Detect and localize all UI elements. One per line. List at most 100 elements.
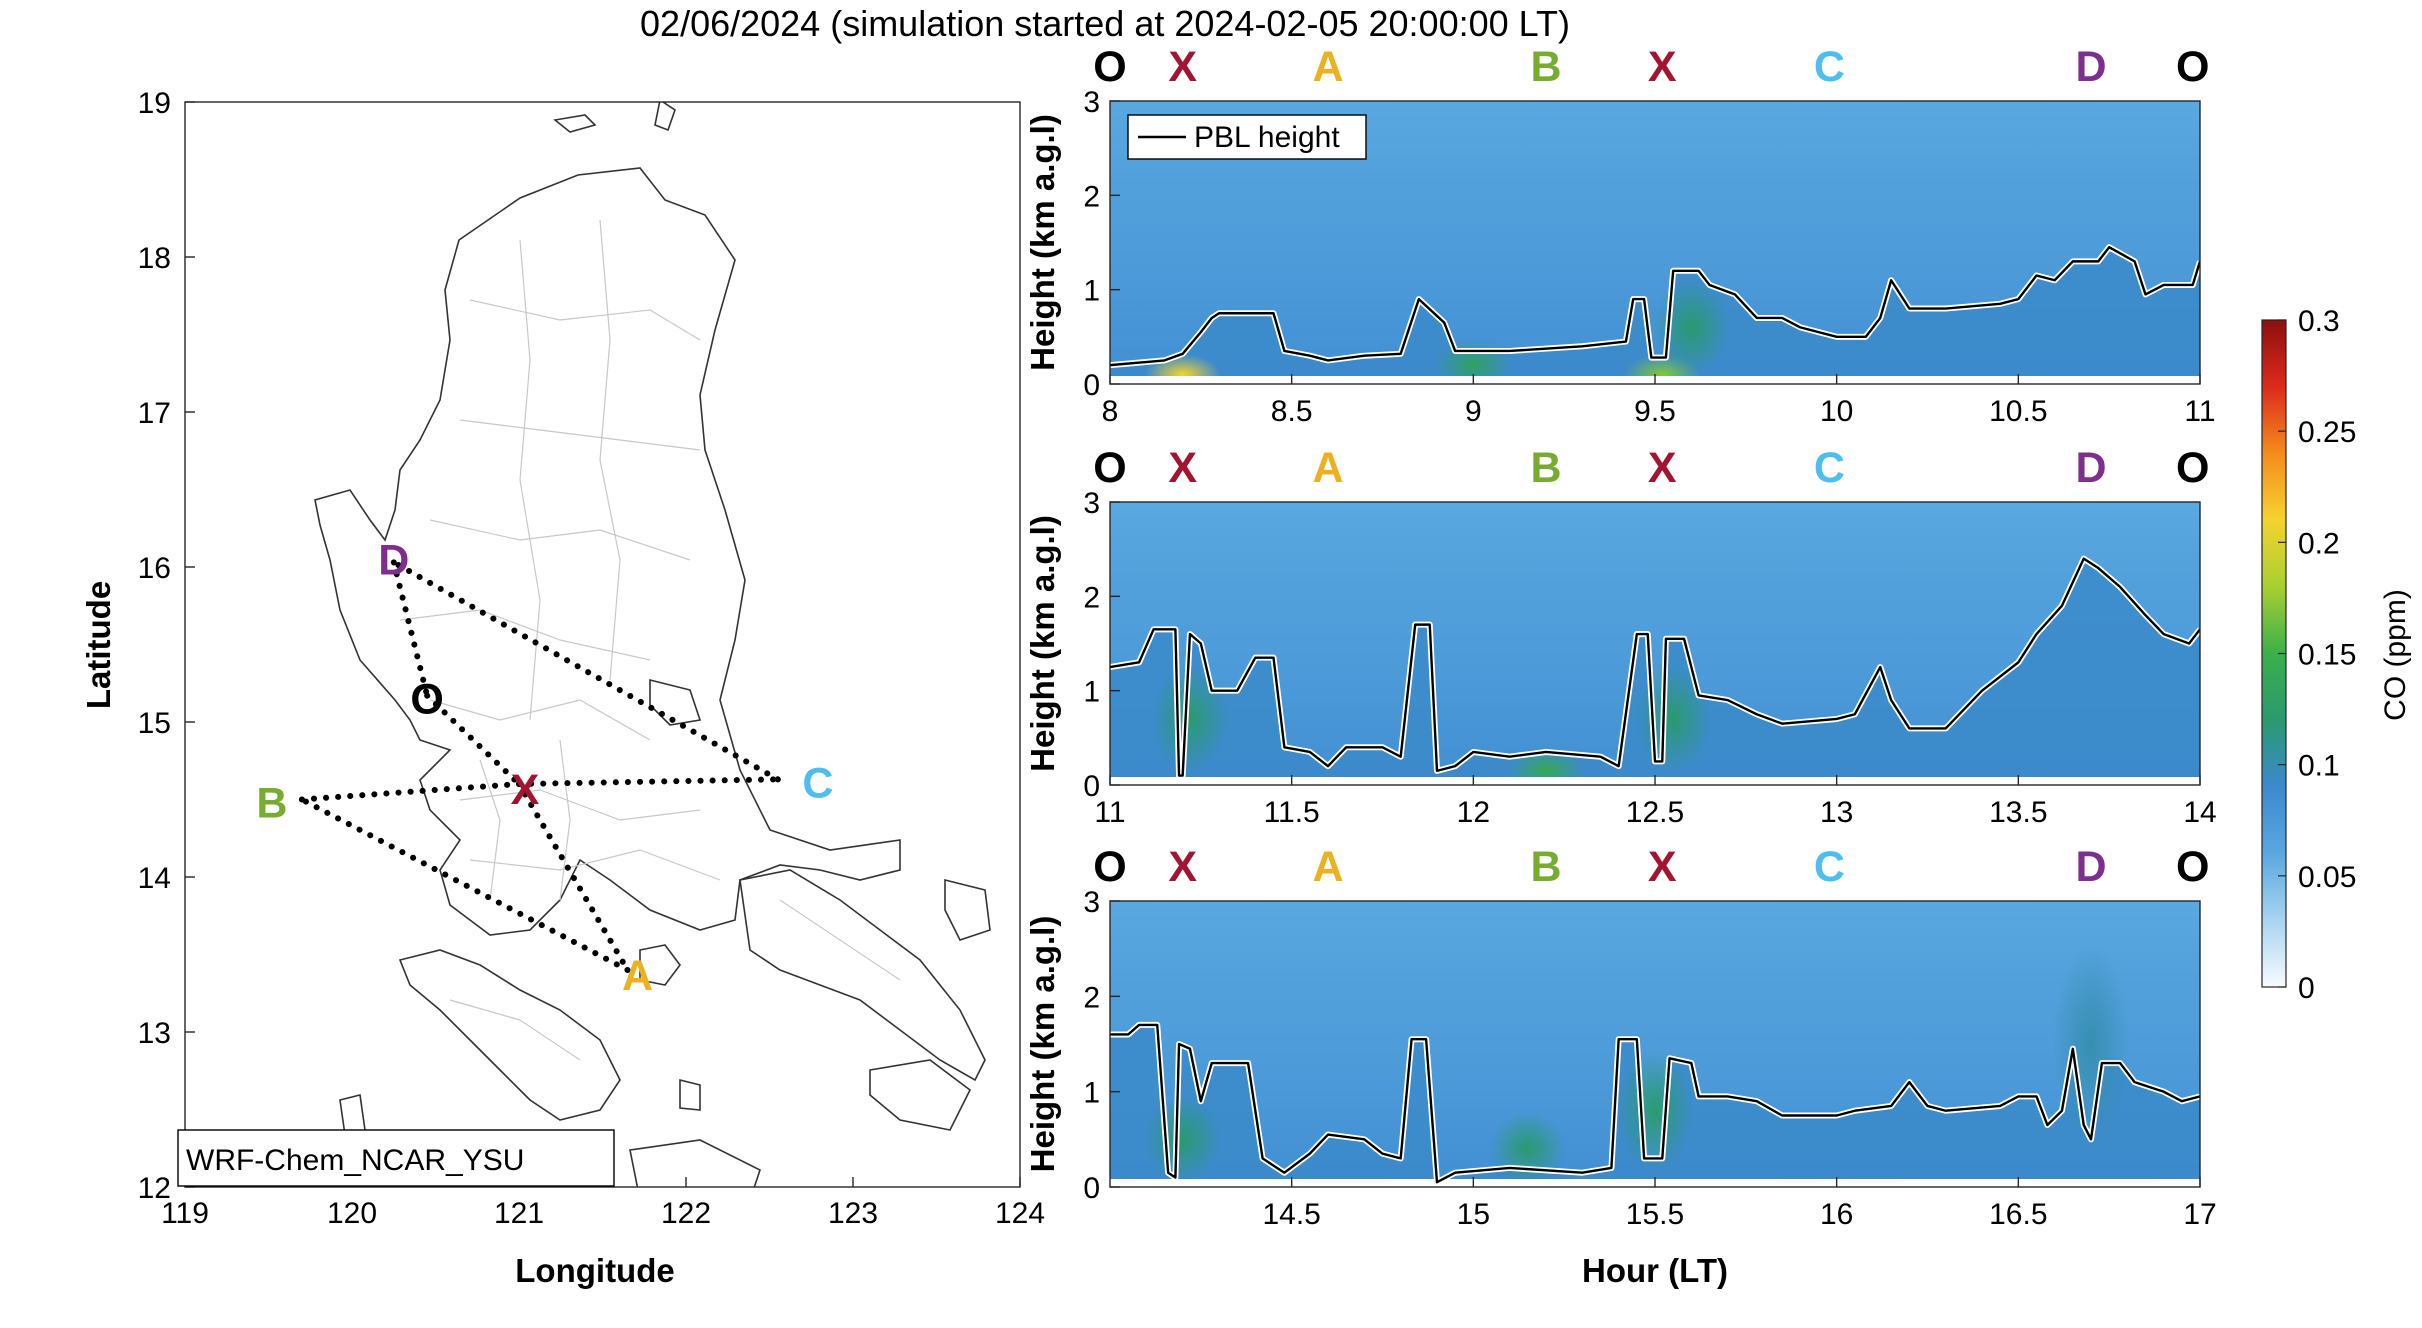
map-axes-box bbox=[184, 101, 1021, 1188]
map-ytick-label: 19 bbox=[138, 87, 171, 120]
panel-ytick-label: 3 bbox=[1083, 86, 1100, 119]
co-hotspot bbox=[1489, 1111, 1566, 1186]
colorbar-tick-label: 0.1 bbox=[2298, 750, 2340, 783]
panel-ytick-label: 2 bbox=[1083, 981, 1100, 1014]
co-hotspot bbox=[1508, 748, 1584, 785]
model-label: WRF-Chem_NCAR_YSU bbox=[186, 1144, 524, 1177]
site-marker-D: D bbox=[2075, 43, 2106, 91]
route-segment bbox=[516, 781, 631, 973]
site-marker-B: B bbox=[1530, 444, 1561, 492]
site-marker-O: O bbox=[2176, 843, 2209, 891]
luzon-landmass bbox=[314, 167, 901, 936]
calamian-island bbox=[339, 1094, 366, 1136]
province-boundary bbox=[599, 219, 621, 681]
colorbar: CO (ppm) 0 0.05 0.1 0.15 0.2 0.25 0.3 bbox=[2261, 305, 2412, 1005]
site-marker-A: A bbox=[1312, 43, 1343, 91]
panel-xtick-label: 9.5 bbox=[1634, 395, 1676, 428]
panel-xtick-label: 8 bbox=[1102, 395, 1119, 428]
site-marker-X: X bbox=[1168, 444, 1197, 492]
map-xtick-label: 124 bbox=[995, 1197, 1045, 1230]
site-label-O: O bbox=[410, 676, 443, 724]
site-label-A: A bbox=[622, 952, 653, 1000]
site-marker-O: O bbox=[2176, 444, 2209, 492]
panel-xtick-label: 12.5 bbox=[1626, 796, 1684, 829]
panel-ytick-label: 0 bbox=[1083, 770, 1100, 803]
site-marker-A: A bbox=[1312, 843, 1343, 891]
province-boundary bbox=[399, 609, 651, 661]
site-marker-O: O bbox=[1093, 444, 1126, 492]
site-marker-B: B bbox=[1530, 43, 1561, 91]
map-ytick-label: 18 bbox=[138, 242, 171, 275]
site-marker-A: A bbox=[1312, 444, 1343, 492]
route-segment bbox=[390, 559, 781, 783]
co-hotspot bbox=[1653, 279, 1730, 376]
catanduanes-island bbox=[944, 878, 991, 941]
panel-xtick-label: 9 bbox=[1465, 395, 1482, 428]
curtain-panel-3: 14.5 15 15.5 16 16.5 17 0 1 2 3 Height (km a.g.l) O… bbox=[1024, 843, 2217, 1231]
panel-xtick-label: 15 bbox=[1457, 1198, 1490, 1231]
bicol-peninsula bbox=[739, 869, 986, 1082]
panel-ylabel: Height (km a.g.l) bbox=[1024, 916, 1061, 1173]
map-ytick-label: 14 bbox=[138, 862, 171, 895]
colorbar-tick-label: 0.3 bbox=[2298, 305, 2340, 338]
map-axes: 119 120 121 122 123 124 12 13 14 15 16 17 18 19 bbox=[138, 87, 1045, 1230]
province-boundary bbox=[459, 789, 701, 821]
route-segment bbox=[424, 692, 522, 787]
province-boundary bbox=[779, 899, 901, 981]
route-segment bbox=[516, 776, 781, 787]
panel-ytick-label: 2 bbox=[1083, 581, 1100, 614]
co-hotspot bbox=[1617, 1050, 1693, 1171]
panel-xtick-label: 13 bbox=[1820, 796, 1853, 829]
site-marker-D: D bbox=[2075, 843, 2106, 891]
co-hotspot bbox=[1144, 1096, 1221, 1182]
model-label-box: WRF-Chem_NCAR_YSU bbox=[177, 1129, 615, 1187]
panel-xtick-label: 11 bbox=[2184, 395, 2215, 428]
boundary-layer-co bbox=[1110, 1024, 2200, 1187]
panel-xtick-label: 8.5 bbox=[1271, 395, 1313, 428]
province-boundary bbox=[559, 739, 571, 901]
panel-xtick-label: 16 bbox=[1820, 1198, 1853, 1231]
map-route bbox=[298, 559, 781, 973]
legend-label: PBL height bbox=[1194, 121, 1340, 154]
co-hotspot bbox=[1151, 665, 1228, 773]
map-ytick-label: 12 bbox=[138, 1172, 171, 1205]
site-marker-X: X bbox=[1168, 43, 1197, 91]
panel-ytick-label: 1 bbox=[1083, 1077, 1100, 1110]
panel-xtick-label: 13.5 bbox=[1989, 796, 2047, 829]
colorbar-label: CO (ppm) bbox=[2379, 589, 2412, 721]
marinduque-island bbox=[639, 944, 681, 986]
pbl-line bbox=[1110, 246, 2200, 367]
site-marker-O: O bbox=[1093, 43, 1126, 91]
panel-xtick-label: 10 bbox=[1820, 395, 1853, 428]
romblon-island bbox=[679, 1078, 701, 1111]
panel-xtick-label: 14 bbox=[2183, 796, 2216, 829]
colorbar-tick-label: 0.15 bbox=[2298, 639, 2356, 672]
map-xtick-label: 123 bbox=[828, 1197, 878, 1230]
colorbar-tick-label: 0.2 bbox=[2298, 527, 2340, 560]
panel-ytick-label: 1 bbox=[1083, 275, 1100, 308]
site-label-X: X bbox=[511, 766, 540, 814]
panel-xtick-label: 14.5 bbox=[1262, 1198, 1320, 1231]
map-xtick-label: 119 bbox=[161, 1197, 209, 1230]
co-field bbox=[1110, 901, 2200, 1187]
panel-ytick-label: 0 bbox=[1083, 1172, 1100, 1205]
province-boundary bbox=[449, 999, 581, 1061]
province-boundary bbox=[469, 299, 701, 341]
site-marker-X: X bbox=[1648, 843, 1677, 891]
panel-xtick-label: 12 bbox=[1457, 796, 1490, 829]
co-field bbox=[1110, 502, 2200, 785]
site-marker-X: X bbox=[1168, 843, 1197, 891]
boundary-layer-co bbox=[1110, 247, 2200, 384]
province-boundary bbox=[469, 849, 721, 881]
route-segment bbox=[390, 559, 431, 699]
co-hotspot bbox=[2053, 944, 2129, 1144]
curtain-xlabel: Hour (LT) bbox=[1582, 1252, 1728, 1289]
panel-xtick-label: 10.5 bbox=[1989, 395, 2047, 428]
panel-ytick-label: 3 bbox=[1083, 487, 1100, 520]
site-marker-O: O bbox=[2176, 43, 2209, 91]
pbl-line bbox=[1110, 1023, 2200, 1184]
route-segment bbox=[298, 796, 631, 973]
